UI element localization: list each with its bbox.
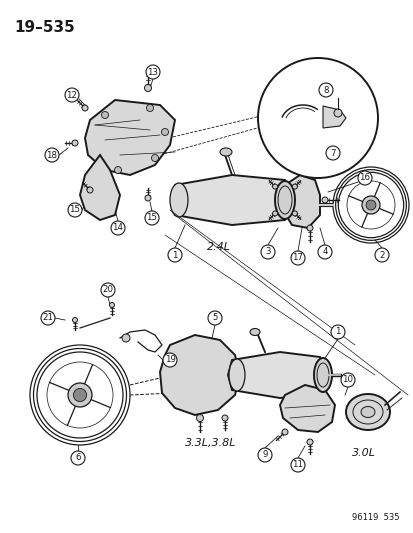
Circle shape (41, 311, 55, 325)
Circle shape (333, 109, 341, 117)
Text: 3.3L,3.8L: 3.3L,3.8L (185, 438, 236, 448)
Circle shape (257, 448, 271, 462)
Text: 19–535: 19–535 (14, 20, 75, 35)
Circle shape (340, 373, 354, 387)
Circle shape (146, 65, 159, 79)
Polygon shape (171, 175, 289, 225)
Text: 17: 17 (292, 254, 303, 262)
Text: 19: 19 (164, 356, 175, 365)
Circle shape (145, 195, 151, 201)
Circle shape (71, 451, 85, 465)
Circle shape (161, 128, 168, 135)
Text: 16: 16 (358, 174, 370, 182)
Circle shape (45, 148, 59, 162)
Circle shape (306, 225, 312, 231)
Circle shape (168, 248, 182, 262)
Polygon shape (282, 175, 319, 228)
Circle shape (281, 429, 287, 435)
Text: 8: 8 (323, 85, 328, 94)
Text: 96119  535: 96119 535 (351, 513, 399, 522)
Circle shape (221, 415, 228, 421)
Ellipse shape (274, 181, 294, 219)
Text: 3: 3 (265, 247, 270, 256)
Circle shape (321, 197, 327, 203)
Circle shape (87, 187, 93, 193)
Circle shape (111, 221, 125, 235)
Text: 11: 11 (292, 461, 303, 470)
Polygon shape (159, 335, 240, 415)
Circle shape (68, 203, 82, 217)
Text: 15: 15 (146, 214, 157, 222)
Circle shape (65, 88, 79, 102)
Circle shape (73, 389, 86, 401)
Text: 12: 12 (66, 91, 77, 100)
Circle shape (145, 211, 159, 225)
Circle shape (290, 251, 304, 265)
Circle shape (361, 196, 379, 214)
Circle shape (68, 383, 92, 407)
Circle shape (146, 104, 153, 111)
Ellipse shape (360, 407, 374, 417)
Text: 5: 5 (212, 313, 217, 322)
Text: 1: 1 (335, 327, 340, 336)
Ellipse shape (249, 328, 259, 335)
Circle shape (357, 171, 371, 185)
Text: 18: 18 (46, 150, 57, 159)
Text: 13: 13 (147, 68, 158, 77)
Circle shape (292, 211, 297, 216)
Polygon shape (85, 100, 175, 175)
Text: 2.4L: 2.4L (206, 242, 230, 252)
Circle shape (365, 200, 375, 210)
Circle shape (122, 334, 130, 342)
Text: 20: 20 (102, 286, 113, 295)
Circle shape (114, 166, 121, 174)
Text: 1: 1 (172, 251, 177, 260)
Polygon shape (228, 352, 324, 398)
Circle shape (101, 111, 108, 118)
Ellipse shape (228, 359, 244, 391)
Text: 21: 21 (43, 313, 53, 322)
Text: 15: 15 (69, 206, 80, 214)
Ellipse shape (219, 148, 231, 156)
Circle shape (109, 303, 114, 308)
Circle shape (144, 85, 151, 92)
Circle shape (151, 155, 158, 161)
Text: 9: 9 (262, 450, 267, 459)
Text: 6: 6 (75, 454, 81, 463)
Circle shape (292, 184, 297, 189)
Text: 3.0L: 3.0L (351, 448, 375, 458)
Circle shape (196, 415, 203, 422)
Circle shape (163, 353, 177, 367)
Circle shape (305, 169, 310, 174)
Ellipse shape (313, 358, 331, 392)
Polygon shape (279, 385, 334, 432)
Ellipse shape (345, 394, 389, 430)
Circle shape (318, 83, 332, 97)
Text: 2: 2 (378, 251, 384, 260)
Circle shape (260, 245, 274, 259)
Text: 7: 7 (330, 149, 335, 157)
Circle shape (272, 184, 277, 189)
Circle shape (207, 311, 221, 325)
Circle shape (101, 283, 115, 297)
Circle shape (374, 248, 388, 262)
Ellipse shape (170, 183, 188, 217)
Polygon shape (80, 155, 120, 220)
Circle shape (306, 439, 312, 445)
Circle shape (325, 146, 339, 160)
Circle shape (72, 140, 78, 146)
Circle shape (317, 245, 331, 259)
Circle shape (72, 318, 77, 322)
Text: 4: 4 (321, 247, 327, 256)
Text: 14: 14 (112, 223, 123, 232)
Circle shape (290, 458, 304, 472)
Circle shape (272, 211, 277, 216)
Circle shape (257, 58, 377, 178)
Circle shape (82, 105, 88, 111)
Text: 10: 10 (342, 376, 353, 384)
Polygon shape (322, 106, 345, 128)
Circle shape (330, 325, 344, 339)
